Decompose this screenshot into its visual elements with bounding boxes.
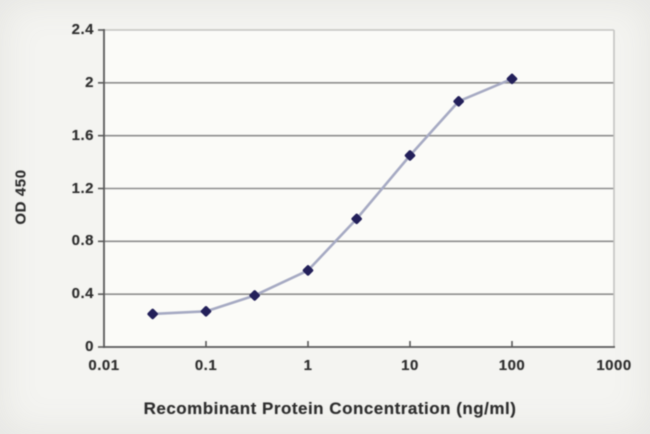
y-tick-label: 0.4	[71, 285, 94, 303]
data-point-marker	[200, 306, 212, 317]
y-tick-label: 1.2	[71, 179, 94, 197]
data-point-marker	[302, 265, 314, 276]
data-point-marker	[453, 96, 464, 107]
x-tick-label: 1000	[596, 357, 632, 374]
data-point-marker	[404, 150, 416, 161]
x-tick-label: 0.1	[194, 357, 218, 374]
y-tick-label: 0	[85, 338, 94, 355]
data-point-marker	[249, 290, 260, 301]
x-tick-label: 10	[401, 357, 419, 374]
x-tick-label: 0.01	[88, 357, 120, 374]
x-tick-label: 100	[498, 357, 526, 374]
y-axis-title: OD 450	[12, 169, 30, 225]
x-axis-title: Recombinant Protein Concentration (ng/ml…	[143, 399, 517, 418]
data-point-marker	[506, 73, 518, 85]
y-tick-label: 1.6	[71, 126, 94, 144]
data-point-marker	[147, 308, 158, 320]
x-tick-label: 1	[303, 357, 313, 374]
y-tick-label: 0.8	[71, 232, 94, 250]
series-line	[151, 77, 514, 316]
y-tick-label: 2.4	[71, 21, 94, 38]
data-point-marker	[351, 213, 362, 225]
y-tick-label: 2	[85, 73, 94, 91]
